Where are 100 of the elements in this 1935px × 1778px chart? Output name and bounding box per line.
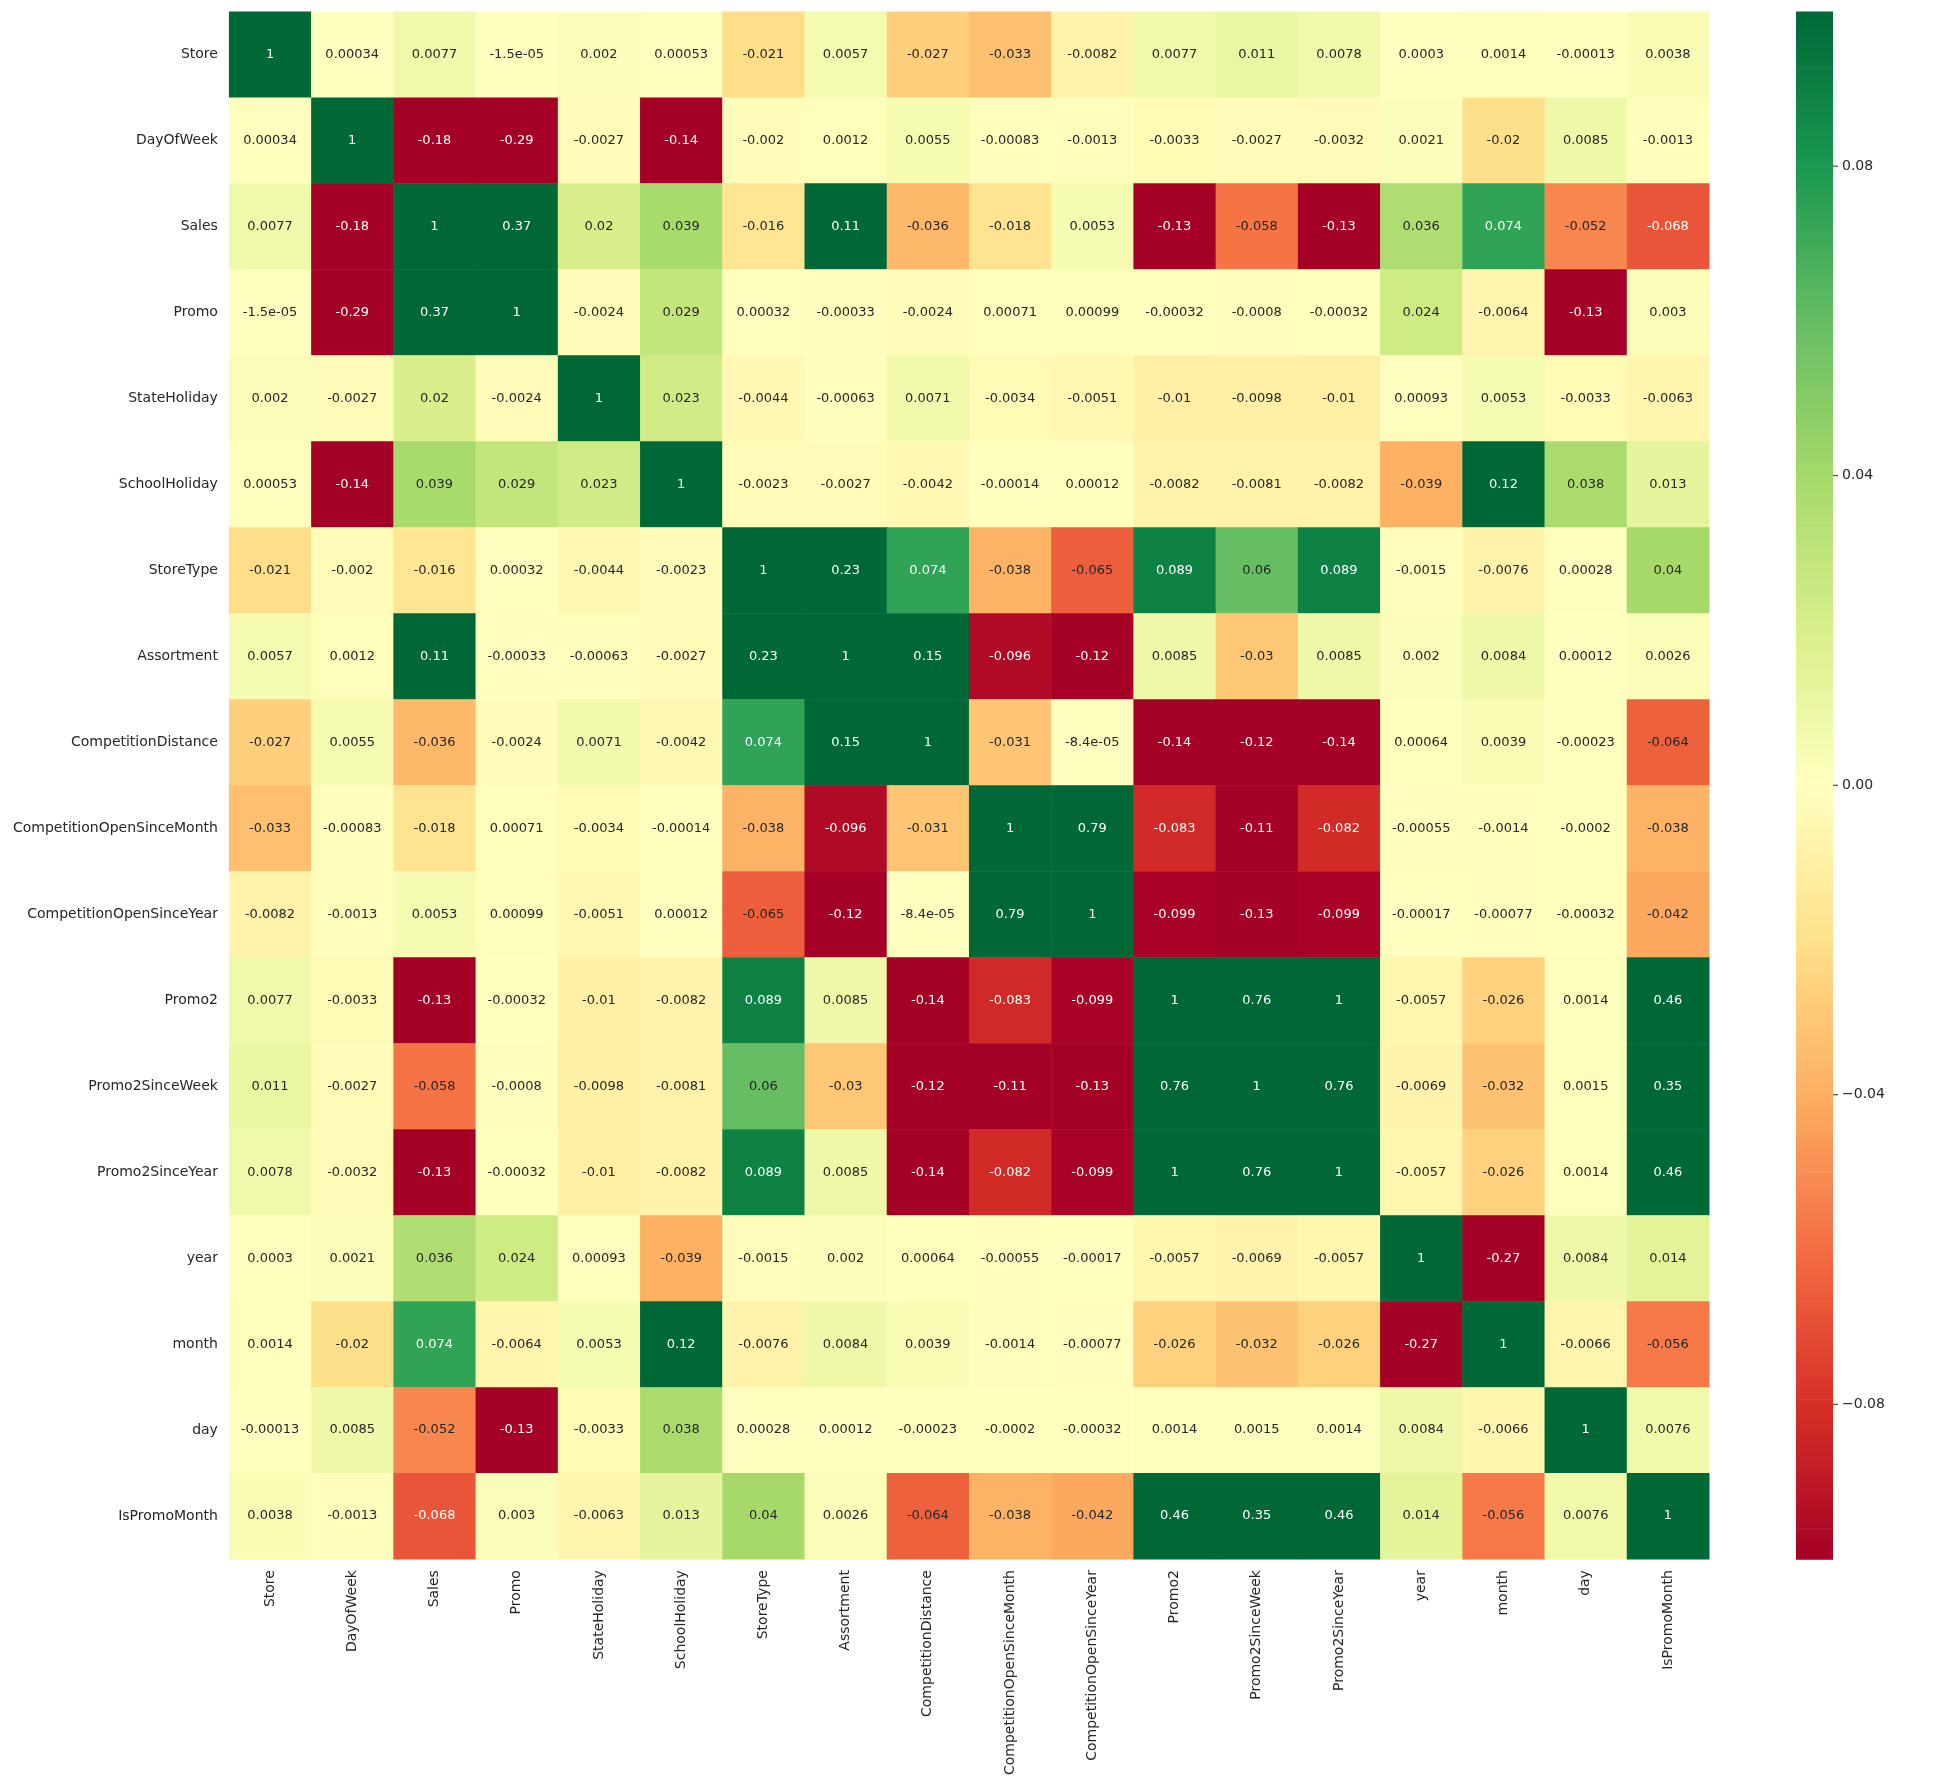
data-label: 0.089: [1320, 561, 1358, 577]
x-tick-label: CompetitionOpenSinceMonth: [1000, 1570, 1017, 1776]
data-label: -0.0057: [1313, 1249, 1365, 1265]
data-label: 0.06: [748, 1077, 778, 1093]
data-label: 0.00012: [1065, 475, 1120, 491]
data-label: 1: [677, 475, 686, 491]
data-label: -0.031: [989, 733, 1032, 749]
data-label: -0.0082: [1067, 45, 1118, 61]
data-label: -0.033: [989, 45, 1032, 61]
data-label: 0.35: [1242, 1507, 1272, 1523]
data-label: -0.13: [1322, 217, 1356, 233]
data-label: -0.00083: [323, 819, 382, 835]
data-label: -0.18: [335, 217, 370, 233]
data-label: -0.12: [1239, 733, 1274, 749]
data-label: 0.04: [1653, 561, 1683, 577]
data-label: 0.00012: [818, 1421, 873, 1437]
data-label: 0.0014: [1562, 991, 1609, 1007]
data-label: 0.0085: [1562, 131, 1609, 147]
y-tick-label: Promo2SinceWeek: [88, 1076, 219, 1093]
data-label: 1: [841, 647, 850, 663]
data-label: 0.0012: [822, 131, 869, 147]
data-label: -0.038: [989, 561, 1032, 577]
data-label: 0.15: [831, 733, 861, 749]
data-label: -0.0008: [1231, 303, 1282, 319]
data-label: 0.0085: [1316, 647, 1362, 663]
data-label: -0.0076: [1478, 561, 1529, 577]
data-label: -0.13: [1568, 303, 1603, 319]
x-tick-label: DayOfWeek: [342, 1569, 359, 1653]
data-label: -0.0027: [327, 389, 378, 405]
data-label: 0.0077: [411, 45, 458, 61]
data-label: 0.023: [662, 389, 700, 405]
data-label: 0.0085: [1151, 647, 1198, 663]
data-label: -0.016: [413, 561, 456, 577]
data-label: -0.0082: [656, 1163, 707, 1179]
x-tick-label: month: [1494, 1570, 1511, 1616]
data-label: -0.00032: [1309, 303, 1369, 319]
data-label: 0.0038: [1645, 45, 1691, 61]
data-label: 0.0015: [1562, 1077, 1609, 1093]
data-label: 0.023: [580, 475, 618, 491]
data-label: 0.002: [251, 389, 289, 405]
data-label: 0.0077: [247, 217, 293, 233]
data-label: -0.0027: [656, 647, 707, 663]
data-label: -0.018: [413, 819, 456, 835]
y-tick-label: SchoolHoliday: [118, 474, 218, 491]
data-label: -0.021: [742, 45, 785, 61]
data-label: -0.0013: [327, 1507, 378, 1523]
data-label: -0.096: [824, 819, 867, 835]
data-label: -0.0015: [738, 1249, 789, 1265]
data-label: 1: [1499, 1335, 1508, 1351]
data-label: -0.0051: [1067, 389, 1118, 405]
y-tick-label: month: [172, 1334, 218, 1351]
data-label: 0.76: [1160, 1077, 1189, 1093]
y-tick-label: IsPromoMonth: [118, 1506, 218, 1523]
data-label: -0.0034: [984, 389, 1036, 405]
data-label: 0.0038: [247, 1507, 293, 1523]
data-label: 0.0026: [1645, 647, 1691, 663]
data-label: -0.27: [1486, 1249, 1521, 1265]
data-label: -0.0015: [1396, 561, 1447, 577]
data-label: 0.12: [666, 1335, 696, 1351]
y-tick-label: CompetitionOpenSinceMonth: [12, 818, 218, 835]
data-label: 0.02: [420, 389, 449, 405]
data-label: -0.0033: [1560, 389, 1611, 405]
data-label: 0.76: [1242, 1163, 1272, 1179]
data-label: -0.0081: [656, 1077, 707, 1093]
data-label: 0.0053: [1069, 217, 1116, 233]
data-label: 0.00064: [1394, 733, 1449, 749]
data-label: 0.00071: [489, 819, 544, 835]
data-label: 0.011: [1238, 45, 1276, 61]
data-label: -0.032: [1235, 1335, 1278, 1351]
data-label: 1: [265, 45, 275, 61]
data-label: 0.039: [415, 475, 454, 491]
data-label: 0.76: [1324, 1077, 1354, 1093]
data-label: 0.0076: [1645, 1421, 1691, 1437]
data-label: -0.03: [1239, 647, 1274, 663]
data-label: -0.026: [1482, 991, 1525, 1007]
color-bar-label: 0.00: [1842, 775, 1874, 792]
data-label: -0.0044: [573, 561, 625, 577]
x-tick-label: Promo2SinceWeek: [1247, 1569, 1264, 1700]
y-tick-label: Promo2SinceYear: [96, 1162, 219, 1179]
data-label: 0.23: [831, 561, 861, 577]
data-label: -0.00055: [980, 1249, 1040, 1265]
data-label: -0.0027: [327, 1077, 378, 1093]
data-label: -0.0002: [984, 1421, 1036, 1437]
data-label: 0.00053: [654, 45, 709, 61]
data-label: -0.12: [1075, 647, 1110, 663]
data-label: -0.0013: [327, 905, 378, 921]
data-label: 0.00064: [900, 1249, 955, 1265]
data-label: 0.00034: [243, 131, 297, 147]
data-label: -0.00032: [1556, 905, 1615, 921]
y-tick-label: day: [192, 1420, 218, 1437]
data-label: -0.002: [742, 131, 785, 147]
data-label: 1: [1170, 991, 1179, 1007]
data-label: -0.0069: [1231, 1249, 1282, 1265]
data-label: -0.0066: [1478, 1421, 1529, 1437]
data-label: -0.0027: [820, 475, 871, 491]
data-label: -0.036: [413, 733, 456, 749]
data-label: 0.00099: [489, 905, 544, 921]
data-label: -0.068: [1646, 217, 1689, 233]
data-label: -0.14: [1322, 733, 1356, 749]
data-label: 0.003: [1649, 303, 1687, 319]
